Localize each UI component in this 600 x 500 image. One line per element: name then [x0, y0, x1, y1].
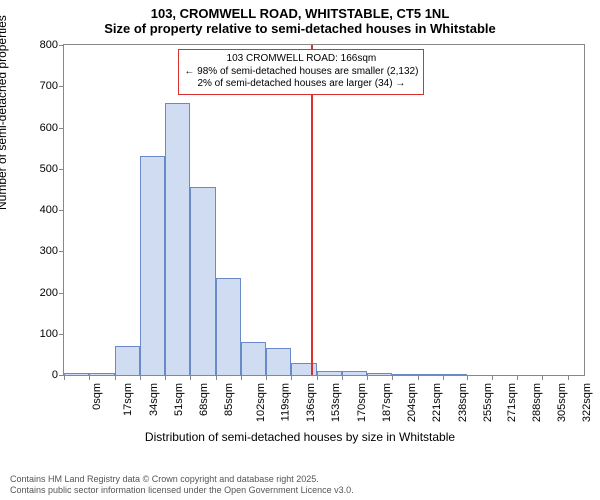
- histogram-bar: [392, 374, 417, 375]
- chart-title-line2: Size of property relative to semi-detach…: [0, 21, 600, 40]
- x-tick-label: 102sqm: [255, 383, 267, 422]
- x-tick-label: 305sqm: [556, 383, 568, 422]
- x-tick-label: 255sqm: [482, 383, 494, 422]
- histogram-bar: [317, 371, 342, 375]
- x-tick-label: 204sqm: [406, 383, 418, 422]
- x-tick-label: 0sqm: [91, 383, 103, 410]
- x-tick-label: 288sqm: [531, 383, 543, 422]
- x-tick-label: 238sqm: [457, 383, 469, 422]
- histogram-bar: [241, 342, 266, 375]
- y-axis-label: Number of semi-detached properties: [0, 15, 9, 210]
- x-tick-label: 119sqm: [279, 383, 291, 421]
- x-tick-label: 17sqm: [122, 383, 134, 416]
- x-tick-label: 85sqm: [223, 383, 235, 416]
- histogram-bar: [140, 156, 165, 375]
- chart-title-line1: 103, CROMWELL ROAD, WHITSTABLE, CT5 1NL: [0, 0, 600, 21]
- histogram-bar: [190, 187, 215, 375]
- annotation-line3: 2% of semi-detached houses are larger (3…: [184, 78, 418, 91]
- histogram-bar: [443, 374, 467, 375]
- histogram-bar: [216, 278, 241, 375]
- attribution: Contains HM Land Registry data © Crown c…: [10, 474, 354, 496]
- x-tick-label: 221sqm: [431, 383, 443, 422]
- x-tick-label: 153sqm: [330, 383, 342, 422]
- attribution-line1: Contains HM Land Registry data © Crown c…: [10, 474, 354, 485]
- x-tick-label: 51sqm: [173, 383, 185, 416]
- plot-area: 01002003004005006007008000sqm17sqm34sqm5…: [63, 44, 585, 376]
- histogram-bar: [291, 363, 316, 375]
- annotation-box: 103 CROMWELL ROAD: 166sqm← 98% of semi-d…: [178, 49, 424, 95]
- x-axis-label: Distribution of semi-detached houses by …: [0, 430, 600, 444]
- x-tick-label: 170sqm: [356, 383, 368, 422]
- histogram-bar: [342, 371, 367, 375]
- x-tick-label: 271sqm: [506, 383, 518, 422]
- chart-container: { "title_line1": "103, CROMWELL ROAD, WH…: [0, 0, 600, 500]
- histogram-bar: [165, 103, 190, 375]
- attribution-line2: Contains public sector information licen…: [10, 485, 354, 496]
- histogram-bar: [266, 348, 291, 375]
- x-tick-label: 68sqm: [198, 383, 210, 416]
- x-tick-label: 187sqm: [381, 383, 393, 422]
- annotation-line2: ← 98% of semi-detached houses are smalle…: [184, 66, 418, 79]
- x-tick-label: 322sqm: [582, 383, 594, 422]
- histogram-bar: [418, 374, 443, 375]
- property-marker-line: [311, 45, 313, 375]
- histogram-bar: [115, 346, 140, 375]
- histogram-bar: [367, 373, 392, 375]
- x-tick-label: 136sqm: [305, 383, 317, 422]
- histogram-bar: [64, 373, 89, 375]
- histogram-bar: [89, 373, 114, 375]
- x-tick-label: 34sqm: [148, 383, 160, 416]
- annotation-line1: 103 CROMWELL ROAD: 166sqm: [184, 53, 418, 66]
